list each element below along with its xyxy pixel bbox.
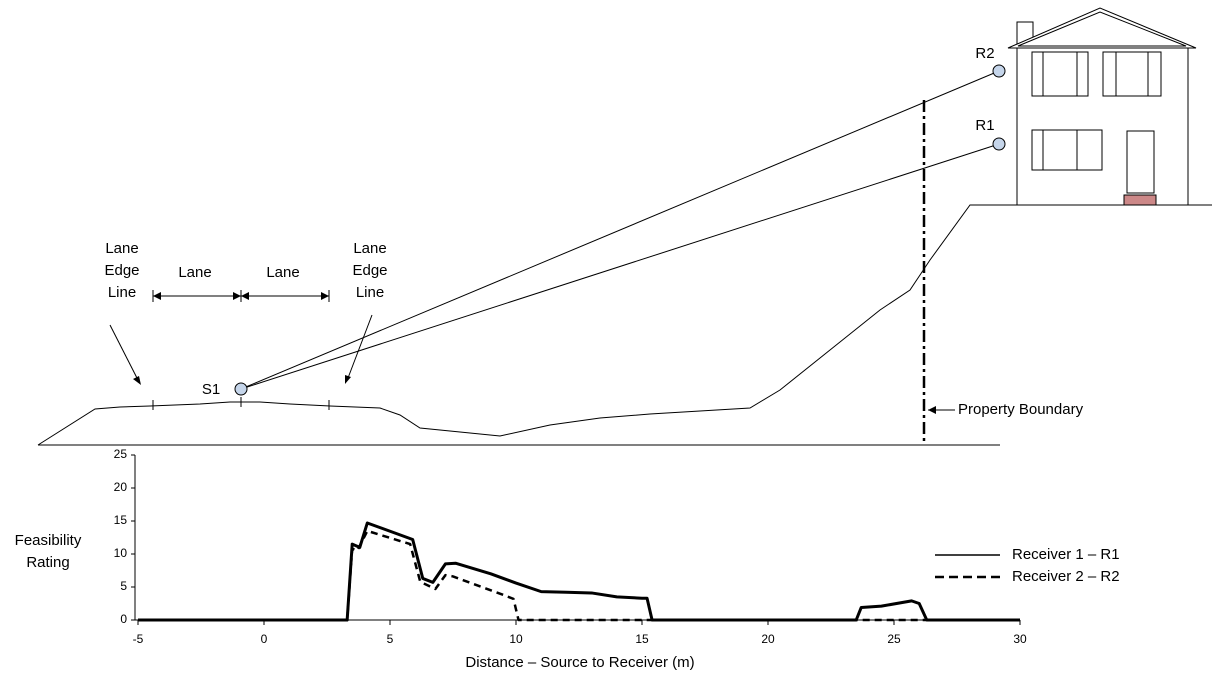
sight-line	[240, 143, 1000, 390]
legend-label: Receiver 2 – R2	[1012, 568, 1120, 585]
chart: 0 5 10 15 20 25 -5 0 5 10 15 20 25 30 Receiver 1 – R1 R…	[114, 447, 1120, 646]
x-tick-label: 10	[509, 632, 523, 646]
lane-label: Lane	[178, 264, 212, 281]
receiver-point	[992, 64, 1006, 78]
y-tick-label: 25	[114, 447, 128, 461]
lane-ticks	[152, 397, 330, 410]
source-point	[234, 382, 248, 396]
y-tick-label: 5	[120, 579, 127, 593]
y-tick-label: 10	[114, 546, 128, 560]
x-tick-label: 15	[635, 632, 649, 646]
series-line	[138, 529, 1020, 622]
y-tick-label: 20	[114, 480, 128, 494]
y-tick-label: 15	[114, 513, 128, 527]
house	[1007, 7, 1197, 206]
ground-profile	[37, 204, 1212, 446]
x-tick-label: 25	[887, 632, 901, 646]
lane-edge-label: Lane Edge Line	[352, 240, 388, 301]
x-axis-label: Distance – Source to Receiver (m)	[465, 654, 695, 671]
boundary-label: Property Boundary	[958, 401, 1084, 418]
receiver-point	[992, 137, 1006, 151]
receiver-label: R1	[975, 117, 995, 134]
x-tick-label: 20	[761, 632, 775, 646]
y-tick-label: 0	[120, 612, 127, 626]
x-tick-label: 0	[261, 632, 268, 646]
boundary-arrowhead	[928, 406, 936, 414]
lane-arrows	[109, 290, 373, 385]
receiver-label: R2	[975, 45, 995, 62]
x-tick-label: -5	[133, 632, 144, 646]
x-tick-label: 30	[1013, 632, 1027, 646]
lane-label: Lane	[266, 264, 300, 281]
series-line	[138, 521, 1020, 622]
legend-label: Receiver 1 – R1	[1012, 546, 1120, 563]
x-tick-label: 5	[387, 632, 394, 646]
sight-line	[240, 70, 1000, 390]
y-axis-label: Feasibility Rating	[14, 532, 82, 571]
lane-edge-label: Lane Edge Line	[104, 240, 140, 301]
source-label: S1	[201, 381, 221, 398]
